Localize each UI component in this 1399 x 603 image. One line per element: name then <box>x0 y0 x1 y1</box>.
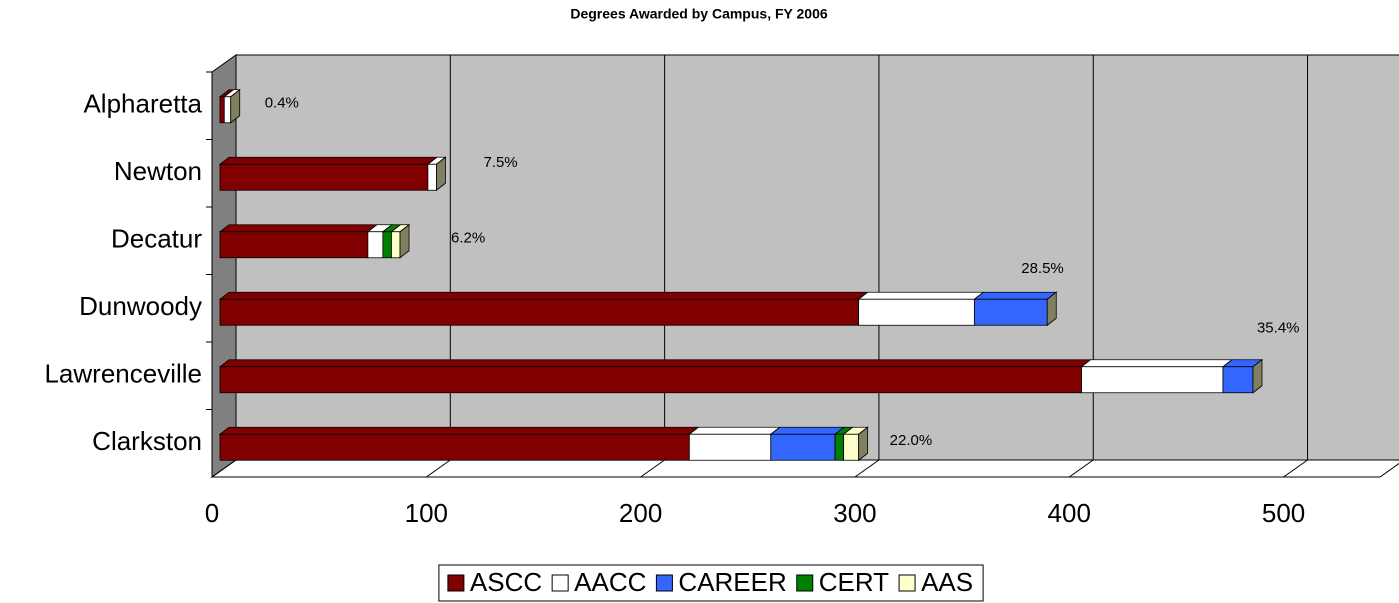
legend-label: ASCC <box>470 567 542 597</box>
bar <box>219 298 860 326</box>
bar-top <box>688 426 781 435</box>
y-tick-label: Clarkston <box>92 426 202 456</box>
data-label: 6.2% <box>451 230 485 247</box>
bar <box>219 433 690 461</box>
floor <box>210 459 1399 478</box>
bar-side <box>399 223 410 259</box>
bar <box>973 298 1048 326</box>
legend-label: CAREER <box>678 567 786 597</box>
legend-label: CERT <box>819 567 889 597</box>
x-tick-label: 100 <box>405 498 448 528</box>
bar-top <box>218 291 869 300</box>
bar-top <box>218 426 700 435</box>
bar <box>1081 366 1224 394</box>
bar <box>391 231 401 259</box>
bar-top <box>769 426 846 435</box>
data-label: 0.4% <box>265 95 299 112</box>
x-tick-label: 0 <box>205 498 219 528</box>
bar <box>219 163 429 191</box>
bar-top <box>1080 359 1234 368</box>
bar <box>427 163 437 191</box>
bar-top <box>857 291 985 300</box>
bar-side <box>230 88 241 124</box>
data-label: 22.0% <box>890 432 933 449</box>
legend-swatch <box>796 574 814 592</box>
bar-top <box>218 359 1092 368</box>
bar-side <box>1046 291 1057 327</box>
bar <box>834 433 845 461</box>
legend-box <box>438 564 984 602</box>
data-label: 7.5% <box>483 154 517 171</box>
data-label: 28.5% <box>1021 260 1064 277</box>
legend-swatch <box>551 574 569 592</box>
floor-grid-line <box>211 459 237 478</box>
x-tick-label: 200 <box>619 498 662 528</box>
bar <box>382 231 392 259</box>
floor-grid-line <box>426 459 451 478</box>
bar <box>219 231 369 259</box>
x-tick-label: 500 <box>1262 498 1305 528</box>
bar <box>367 231 384 259</box>
bar-top <box>218 224 379 233</box>
bar <box>1222 366 1254 394</box>
bar-side <box>1252 358 1263 394</box>
legend-swatch <box>447 574 465 592</box>
y-tick-label: Lawrenceville <box>44 359 202 389</box>
bar-top <box>218 156 439 165</box>
chart-title: Degrees Awarded by Campus, FY 2006 <box>570 6 828 22</box>
bar <box>770 433 836 461</box>
y-tick-label: Newton <box>114 156 202 186</box>
x-tick-label: 400 <box>1048 498 1091 528</box>
y-tick-label: Alpharetta <box>83 89 202 119</box>
bar <box>843 433 860 461</box>
floor-grid-line <box>1068 459 1094 478</box>
back-wall <box>235 54 1399 461</box>
floor-grid-line <box>1283 459 1308 478</box>
legend-swatch <box>655 574 673 592</box>
bar-top <box>973 291 1058 300</box>
legend-label: AACC <box>574 567 646 597</box>
floor-grid-line <box>640 459 665 478</box>
bar <box>223 96 232 124</box>
data-label: 35.4% <box>1257 320 1300 337</box>
bar <box>688 433 772 461</box>
legend-label: AAS <box>921 567 973 597</box>
x-tick-label: 300 <box>833 498 876 528</box>
floor-grid-line <box>854 459 880 478</box>
bar <box>219 366 1082 394</box>
bar-side <box>858 426 869 462</box>
y-tick-label: Dunwoody <box>79 291 202 321</box>
bar <box>858 298 975 326</box>
legend-swatch <box>898 574 916 592</box>
bar-side <box>436 156 446 192</box>
bar <box>219 96 225 124</box>
y-tick-label: Decatur <box>111 224 202 254</box>
